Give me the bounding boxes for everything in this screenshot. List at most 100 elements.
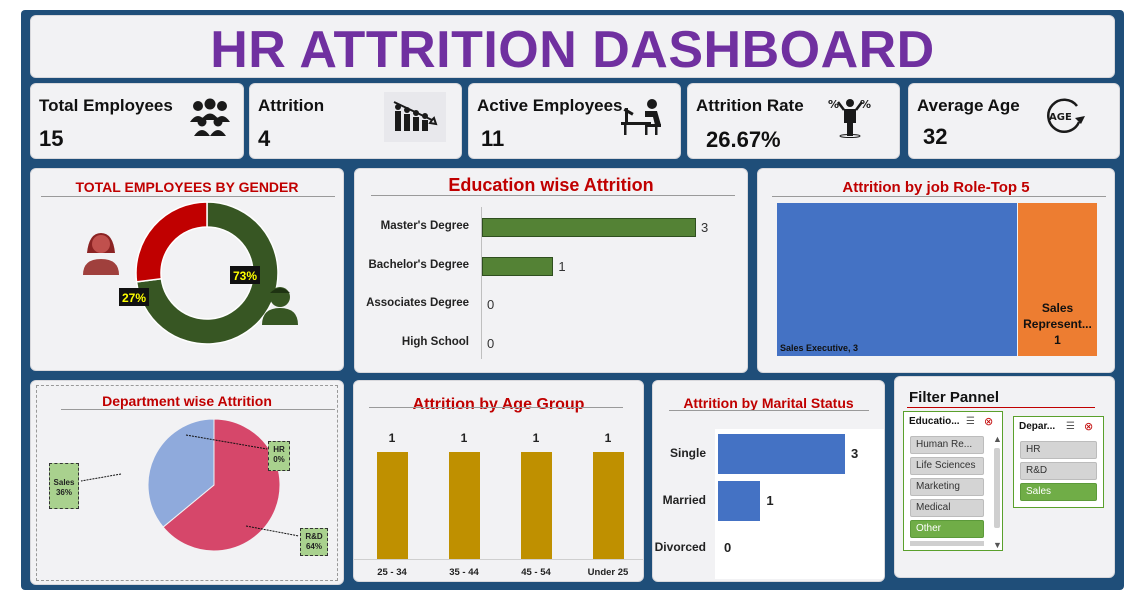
education-category-label: Associates Degree [366, 297, 469, 309]
marital-category-label: Single [669, 446, 706, 460]
kpi-label: Average Age [917, 96, 1020, 115]
slicer-item-overflow [910, 541, 984, 546]
percent-person-icon: % % [828, 98, 871, 138]
page-title: HR ATTRITION DASHBOARD [210, 21, 935, 78]
treemap-label: Sales Executive, 3 [780, 343, 859, 353]
callout-hr: HR 0% [268, 441, 290, 471]
marital-panel: Attrition by Marital Status Single 3 Marri… [652, 380, 885, 582]
marital-value-label: 0 [724, 540, 732, 555]
age-axis [354, 559, 643, 560]
marital-bar [718, 434, 845, 474]
age-category-label: Under 25 [587, 567, 629, 578]
scroll-down-icon[interactable]: ▼ [993, 540, 1002, 550]
female-pct-label: 27% [122, 291, 146, 305]
kpi-label: Total Employees [39, 96, 173, 115]
department-slicer-item[interactable]: R&D [1020, 462, 1097, 480]
kpi-value: 15 [39, 126, 64, 151]
kpi-attrition-rate: Attrition Rate 26.67% % % [687, 83, 900, 159]
scroll-up-icon[interactable]: ▲ [993, 434, 1002, 444]
title-underline [772, 196, 1106, 197]
age-cycle-icon: AGE [1047, 98, 1085, 133]
education-value-label: 0 [487, 335, 495, 351]
gender-panel: TOTAL EMPLOYEES BY GENDER 73% 27% [30, 168, 344, 371]
kpi-label: Active Employees [477, 96, 623, 115]
marital-category-label: Married [662, 493, 706, 507]
filter-title: Filter Pannel [909, 389, 1000, 406]
title-underline [907, 407, 1095, 408]
kpi-attrition: Attrition 4 [249, 83, 462, 159]
marital-bar [718, 481, 761, 521]
age-value-label: 1 [604, 431, 612, 445]
declining-people-icon [384, 92, 446, 142]
education-bar [482, 218, 696, 237]
age-bar [592, 452, 624, 559]
age-group-title: Attrition by Age Group [412, 396, 585, 413]
education-slicer-item[interactable]: Marketing [910, 478, 984, 496]
age-group-panel: Attrition by Age Group 1 25 - 34 1 35 - 44 1… [353, 380, 644, 582]
education-slicer: Educatio... ☰ ⊗ Human Re... Life Sciences… [903, 411, 1003, 551]
scroll-thumb[interactable] [994, 448, 1000, 528]
education-category-label: High School [401, 335, 469, 348]
title-card: HR ATTRITION DASHBOARD [30, 15, 1115, 78]
male-pct-badge: 73% [230, 266, 260, 284]
education-slicer-item[interactable]: Life Sciences [910, 457, 984, 475]
department-slicer-item[interactable]: Sales [1020, 483, 1097, 501]
education-value-label: 3 [701, 220, 709, 235]
education-slicer-item[interactable]: Medical [910, 499, 984, 517]
age-bar [376, 452, 408, 559]
female-segment [135, 201, 208, 283]
title-underline [669, 410, 869, 411]
group-icon [190, 98, 230, 136]
age-value-label: 1 [532, 431, 540, 445]
treemap-tile-sales-executive: Sales Executive, 3 [777, 203, 1017, 356]
kpi-value: 11 [481, 126, 505, 151]
gender-donut-chart: 73% 27% [83, 201, 298, 345]
marital-title: Attrition by Marital Status [683, 395, 854, 411]
age-category-label: 35 - 44 [449, 567, 479, 578]
desk-worker-icon [621, 99, 661, 135]
education-category-label: Master's Degree [380, 220, 469, 232]
title-underline [61, 409, 335, 410]
callout-sales: Sales 36% [49, 463, 79, 509]
marital-category-label: Divorced [654, 540, 706, 554]
department-slicer-item[interactable]: HR [1020, 441, 1097, 459]
filter-panel: Filter Pannel Educatio... ☰ ⊗ Human Re..… [894, 376, 1115, 578]
title-underline [369, 407, 623, 408]
marital-value-label: 3 [851, 446, 859, 461]
slicer-header: Educatio... [909, 416, 960, 427]
slicer-scrollbar[interactable]: ▲ ▼ [992, 434, 1002, 550]
department-panel: Department wise Attrition HR 0% Sales 36% … [30, 380, 344, 585]
male-icon [262, 287, 298, 325]
age-bar [448, 452, 480, 559]
multi-select-icon[interactable]: ☰ [1066, 421, 1075, 432]
treemap-label: Sales Represent... 1 [1023, 301, 1092, 347]
callout-rd: R&D 64% [300, 528, 328, 556]
male-pct-label: 73% [233, 269, 257, 283]
kpi-label: Attrition [258, 96, 325, 115]
svg-text:%: % [828, 98, 839, 111]
education-slicer-item[interactable]: Other [910, 520, 984, 538]
age-bar [520, 452, 552, 559]
slicer-header: Depar... [1019, 421, 1056, 432]
education-slicer-item[interactable]: Human Re... [910, 436, 984, 454]
clear-filter-icon[interactable]: ⊗ [984, 416, 994, 428]
age-category-label: 25 - 34 [377, 567, 407, 578]
department-pie-chart [80, 418, 300, 552]
female-pct-badge: 27% [119, 288, 149, 306]
age-category-label: 45 - 54 [521, 567, 551, 578]
pie-slice-rd [162, 418, 281, 552]
chart-border [36, 385, 338, 581]
education-panel: Education wise Attrition Master's Degree… [354, 168, 748, 373]
multi-select-icon[interactable]: ☰ [966, 416, 975, 427]
education-category-label: Bachelor's Degree [368, 258, 469, 271]
kpi-average-age: Average Age 32 AGE [908, 83, 1120, 159]
kpi-total-employees: Total Employees 15 [30, 83, 244, 159]
pie-slice-sales [147, 418, 215, 528]
gender-title: TOTAL EMPLOYEES BY GENDER [75, 179, 299, 195]
kpi-value: 26.67% [706, 127, 781, 152]
female-icon [83, 233, 119, 275]
department-title: Department wise Attrition [102, 393, 272, 409]
svg-text:AGE: AGE [1049, 112, 1072, 123]
clear-filter-icon[interactable]: ⊗ [1084, 421, 1094, 433]
job-role-title: Attrition by job Role-Top 5 [842, 179, 1030, 196]
